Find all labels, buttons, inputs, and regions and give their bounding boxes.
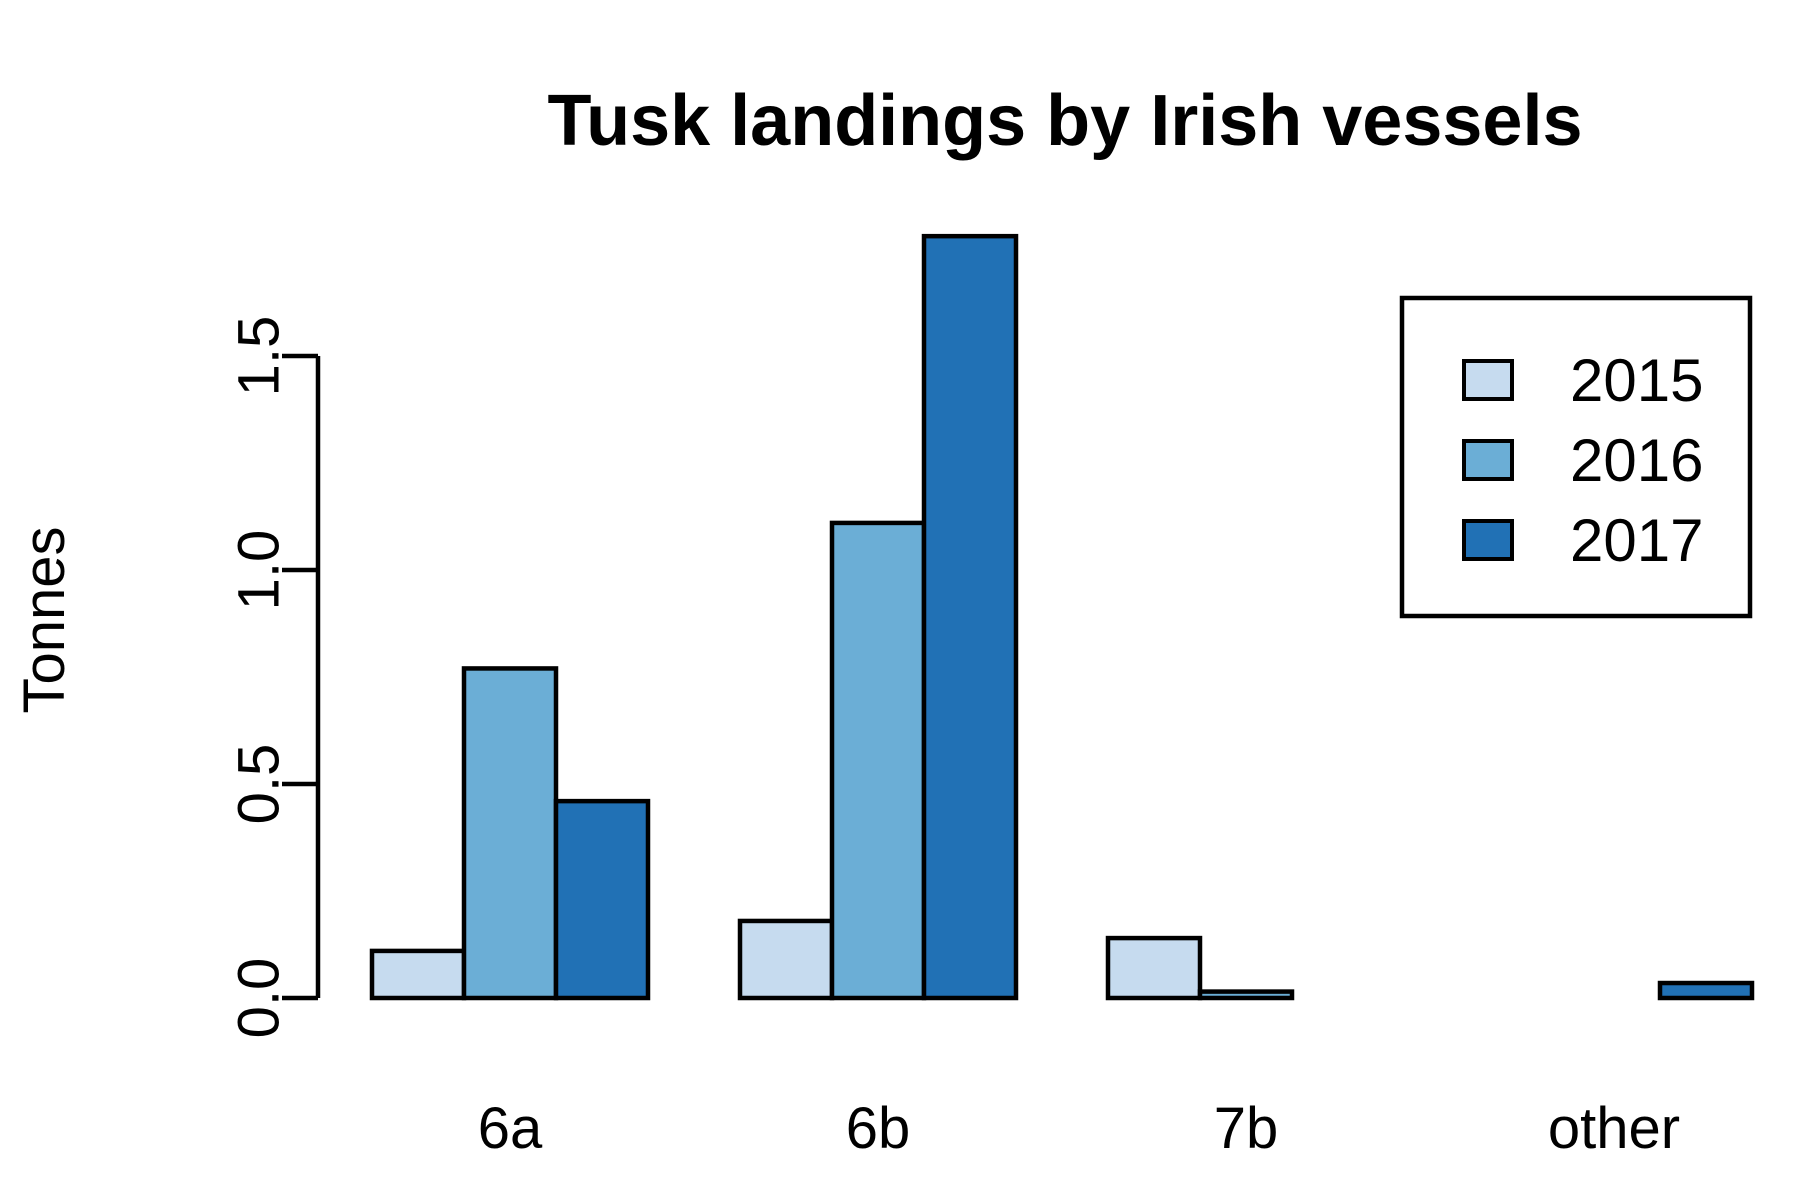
bar [1105,935,1203,1001]
legend-label: 2015 [1570,347,1703,414]
y-tick-label: 1.0 [226,530,291,611]
bar [369,948,467,1001]
y-tick-label: 1.5 [226,316,291,397]
bar [553,798,651,1001]
category-label: other [1548,1096,1680,1161]
y-axis-label: Tonnes [12,526,77,713]
category-label: 7b [1214,1096,1279,1161]
legend-swatch [1462,439,1514,481]
legend-box [1399,295,1753,619]
bar [1657,980,1755,1001]
legend-swatch [1462,359,1514,401]
category-labels: 6a 6b 7b other [478,1096,1680,1161]
y-tick-label: 0.5 [226,744,291,825]
y-axis: 0.0 0.5 1.0 1.5 [226,316,321,1039]
legend: 2015 2016 2017 [1399,295,1753,619]
category-label: 6b [846,1096,911,1161]
bar [829,520,927,1001]
bars [369,233,1755,1001]
chart-title: Tusk landings by Irish vessels [547,81,1582,161]
category-label: 6a [478,1096,543,1161]
y-tick-label: 0.0 [226,958,291,1039]
legend-label: 2016 [1570,427,1703,494]
legend-swatch [1462,519,1514,561]
bar [737,918,835,1001]
bar [461,666,559,1001]
bar [921,233,1019,1001]
bar [1197,989,1295,1001]
legend-label: 2017 [1570,507,1703,574]
